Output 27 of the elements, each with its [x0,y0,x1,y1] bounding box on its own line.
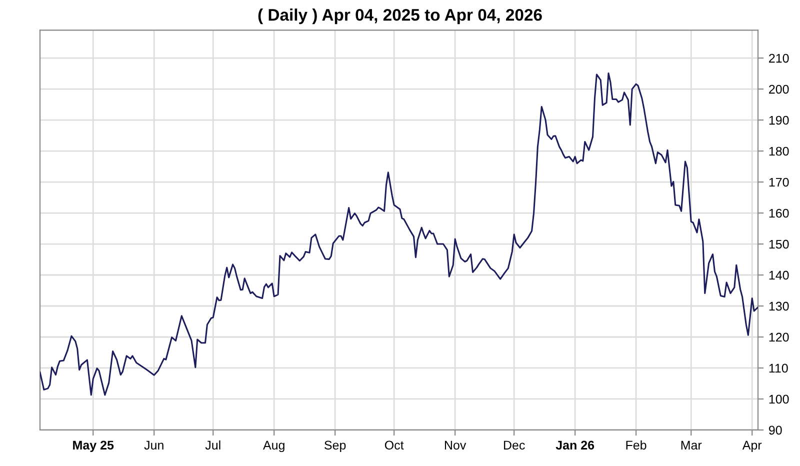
x-tick-label: Feb [626,440,646,450]
x-tick-label: Jun [144,440,164,450]
y-tick-label: 120 [769,332,789,342]
x-tick-label: Aug [262,440,284,452]
y-tick-label: 130 [769,302,789,311]
chart-title: ( Daily ) Apr 04, 2025 to Apr 04, 2026 [258,8,542,24]
x-tick-label: Dec [504,440,525,450]
x-tick-label: May 25 [73,440,114,452]
x-tick-label: Sep [324,440,346,452]
y-tick-label: 100 [769,394,789,404]
y-tick-label: 170 [769,178,789,187]
y-tick-label: 200 [769,84,789,94]
y-tick-label: 110 [769,364,788,373]
x-tick-label: Jul [205,440,220,450]
y-tick-label: 140 [769,270,789,280]
y-tick-label: 160 [769,208,789,218]
x-tick-label: Jan 26 [556,440,594,450]
y-tick-label: 180 [769,146,789,156]
y-tick-label: 150 [769,240,789,249]
y-tick-label: 190 [769,116,789,125]
y-tick-label: 210 [769,54,789,63]
y-tick-label: 90 [769,426,782,435]
line-series [40,72,758,396]
x-tick-label: Apr [742,440,762,452]
x-tick-label: Nov [444,440,466,450]
x-tick-label: Oct [384,440,404,450]
x-tick-label: Mar [681,440,702,450]
